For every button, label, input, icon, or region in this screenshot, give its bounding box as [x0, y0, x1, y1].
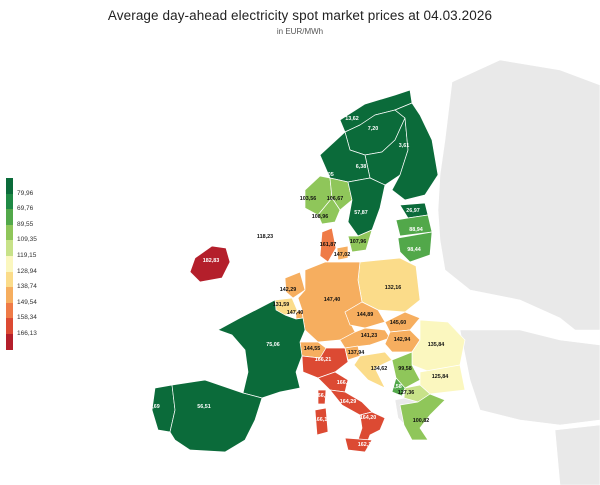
region-uk[interactable] — [231, 191, 284, 293]
price-label-serbia: 99,58 — [398, 366, 412, 372]
region-sweden-se[interactable] — [347, 229, 373, 253]
price-label-uk: 118,23 — [257, 234, 273, 240]
price-label-norway-s: 108,96 — [312, 214, 329, 220]
price-label-austria: 141,23 — [361, 333, 378, 339]
price-label-montenegro: 86,58 — [388, 384, 402, 390]
region-norway-se[interactable] — [329, 177, 353, 211]
region-italy-cn[interactable] — [317, 371, 349, 393]
legend-swatch — [6, 240, 13, 256]
price-label-italy-cn: 166,21 — [337, 380, 354, 386]
price-label-bulgaria: 125,84 — [432, 374, 449, 380]
legend-swatch — [6, 271, 13, 288]
region-netherlands[interactable] — [284, 271, 306, 299]
legend-label: 79,96 — [17, 189, 34, 197]
region-sicily[interactable] — [344, 437, 373, 453]
price-label-switzerland: 144,55 — [304, 346, 321, 352]
price-label-romania: 135,84 — [428, 342, 445, 348]
chart-title: Average day-ahead electricity spot marke… — [107, 8, 493, 23]
legend-swatch — [6, 209, 13, 225]
price-label-ireland: 182,83 — [203, 258, 220, 264]
price-label-italy-s: 164,20 — [360, 415, 377, 421]
legend-swatch — [6, 193, 13, 210]
price-label-croatia: 134,62 — [371, 366, 388, 372]
legend-label: 158,34 — [17, 314, 37, 322]
region-denmark[interactable] — [319, 227, 337, 263]
price-label-lithuania: 98,44 — [407, 247, 421, 253]
legend-label: 166,13 — [17, 330, 37, 337]
price-label-hungary: 142,94 — [394, 337, 411, 343]
price-label-netherlands: 142,29 — [280, 287, 297, 293]
price-label-sweden-s: 57,87 — [354, 210, 368, 216]
region-norway-s[interactable] — [317, 197, 341, 225]
legend-label: 69,76 — [17, 205, 34, 213]
legend-swatch — [6, 256, 13, 272]
price-label-sweden-se: 107,96 — [350, 239, 367, 245]
price-label-corsica: 166,24 — [315, 393, 332, 399]
price-label-norway-sw: 103,56 — [300, 196, 317, 202]
price-label-norway-west: 26,05 — [320, 172, 334, 178]
region-montenegro[interactable] — [391, 377, 406, 397]
legend-swatch — [6, 334, 13, 350]
region-denmark-e[interactable] — [336, 245, 349, 261]
region-latvia[interactable] — [395, 214, 433, 237]
legend-swatch — [6, 224, 13, 241]
price-label-belgium: 131,59 — [273, 302, 290, 308]
price-label-poland: 132,16 — [385, 285, 402, 291]
region-slovakia[interactable] — [384, 311, 421, 333]
region-sardinia[interactable] — [314, 407, 329, 436]
legend-swatch — [6, 302, 13, 319]
region-lithuania[interactable] — [397, 231, 433, 263]
price-label-denmark-e: 147,02 — [334, 252, 351, 258]
legend-swatch — [6, 287, 13, 303]
legend-label: 128,94 — [17, 267, 37, 275]
price-label-germany: 147,40 — [324, 297, 341, 303]
price-label-north-macedonia: 127,36 — [398, 390, 415, 396]
price-label-france: 75,06 — [266, 342, 280, 348]
region-ireland[interactable] — [189, 245, 231, 283]
price-label-sardinia: 166,16 — [314, 417, 331, 423]
price-label-estonia: 26,97 — [406, 208, 420, 214]
region-corsica[interactable] — [317, 389, 327, 405]
region-france[interactable] — [217, 299, 306, 399]
price-label-greece: 100,82 — [413, 418, 430, 424]
chart-subtitle: in EUR/MWh — [276, 27, 324, 36]
region-bulgaria[interactable] — [419, 364, 466, 395]
price-label-denmark: 161,87 — [320, 242, 337, 248]
price-label-latvia: 88,94 — [409, 227, 423, 233]
price-label-sweden-n: 6,38 — [356, 164, 367, 170]
price-label-czechia: 144,89 — [357, 312, 374, 318]
region-finland[interactable] — [391, 102, 439, 201]
region-italy-s[interactable] — [357, 411, 386, 449]
price-label-slovakia: 145,60 — [390, 320, 407, 326]
price-label-finland: 3,61 — [399, 143, 410, 149]
region-greece[interactable] — [399, 393, 446, 441]
region-sweden-s[interactable] — [347, 177, 386, 237]
price-label-italy-north: 166,21 — [315, 357, 332, 363]
price-label-slovenia: 137,94 — [348, 350, 365, 356]
region-spain[interactable] — [169, 379, 263, 453]
legend-label: 138,74 — [17, 283, 37, 291]
legend-label: 109,35 — [17, 236, 37, 244]
legend-label: 149,54 — [17, 298, 37, 306]
legend-label: 119,15 — [17, 252, 37, 259]
price-label-norway-north: 13,62 — [345, 116, 359, 122]
price-label-luxembourg: 147,40 — [287, 310, 304, 316]
legend-label: 89,55 — [17, 220, 34, 228]
map-legend: 79,96 69,76 89,55 109,35 119,15 128,94 138,74 1… — [6, 178, 66, 350]
legend-swatch — [6, 178, 13, 194]
price-label-norway-se: 106,67 — [327, 196, 344, 202]
legend-swatch — [6, 318, 13, 334]
price-label-spain: 56,51 — [197, 404, 211, 410]
price-label-sicily: 162,13 — [358, 442, 375, 448]
price-label-portugal: 57,69 — [146, 404, 160, 410]
price-label-italy-cs: 164,29 — [340, 399, 357, 405]
region-italy-north[interactable] — [301, 347, 349, 379]
region-croatia[interactable] — [353, 351, 393, 389]
price-label-norway-mid: 7,20 — [368, 126, 379, 132]
